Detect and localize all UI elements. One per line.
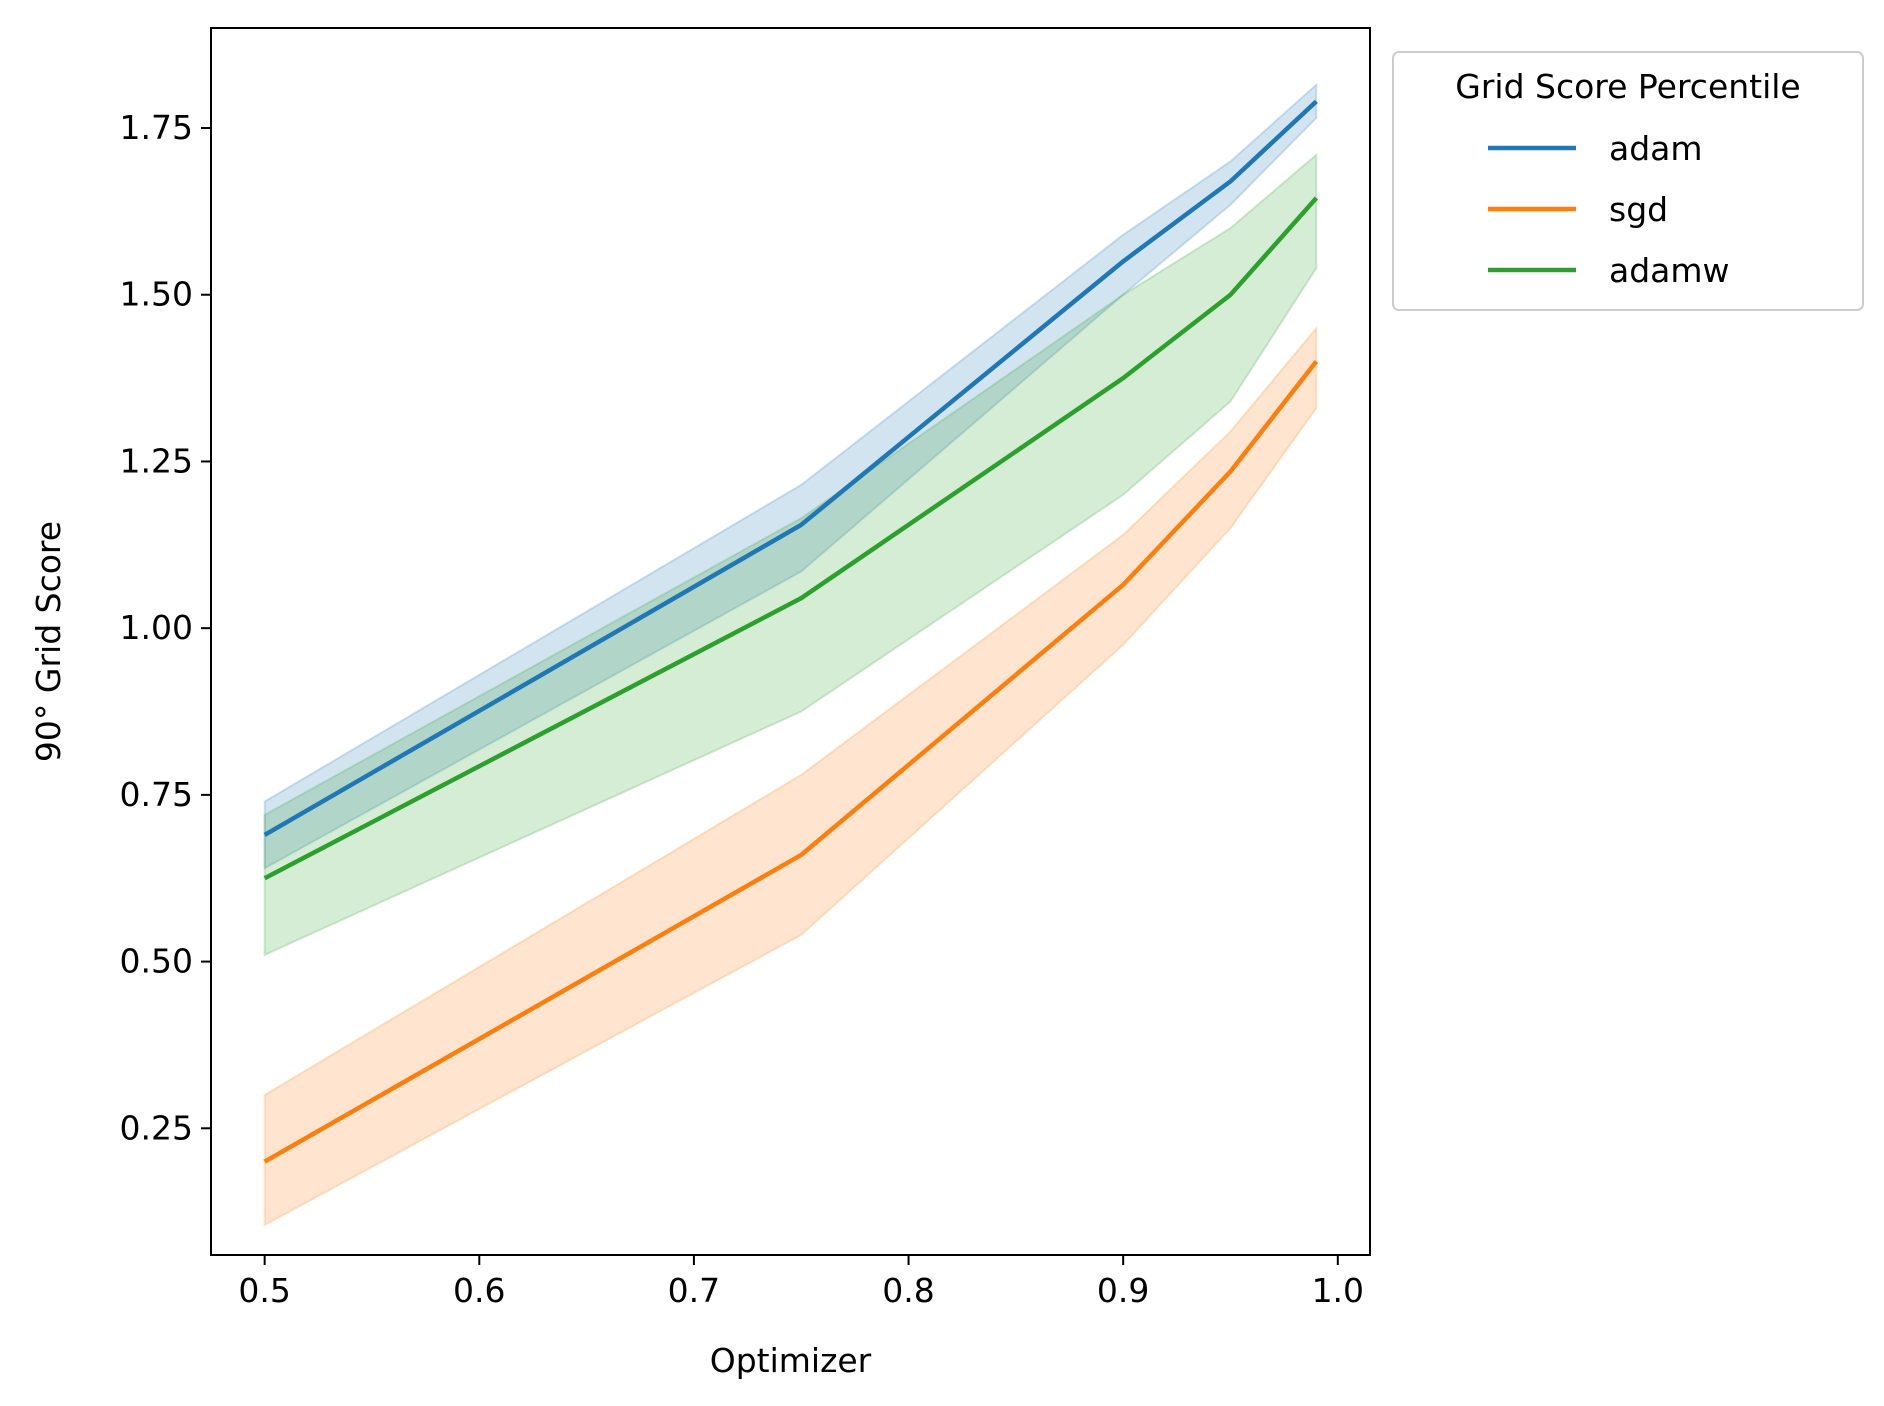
confidence-bands — [263, 82, 1318, 1227]
y-tick-label: 0.25 — [120, 1108, 193, 1147]
series-lines — [263, 99, 1319, 1164]
band-adam — [263, 82, 1318, 870]
band-adamw — [263, 152, 1318, 957]
x-axis-title: Optimizer — [710, 1341, 872, 1380]
y-axis-title: 90° Grid Score — [29, 521, 68, 762]
y-tick-label: 1.50 — [120, 275, 193, 314]
legend-label-adamw: adamw — [1609, 251, 1730, 290]
x-tick-label: 0.6 — [453, 1271, 505, 1310]
legend-title: Grid Score Percentile — [1455, 67, 1800, 106]
x-axis: 0.5 0.6 0.7 0.8 0.9 1.0 — [238, 1255, 1364, 1310]
y-tick-label: 1.00 — [120, 608, 193, 647]
legend-box — [1392, 51, 1864, 311]
x-tick-label: 0.8 — [882, 1271, 934, 1310]
x-tick-label: 0.5 — [238, 1271, 290, 1310]
y-tick-label: 0.50 — [120, 942, 193, 981]
legend-items: adam sgd adamw — [1488, 129, 1730, 290]
band-sgd — [263, 325, 1318, 1227]
plot-frame — [210, 27, 1371, 1256]
y-axis: 0.25 0.50 0.75 1.00 1.25 1.50 1.75 — [120, 108, 211, 1147]
x-tick-label: 0.7 — [668, 1271, 720, 1310]
y-tick-label: 0.75 — [120, 775, 193, 814]
legend: Grid Score Percentile adam sgd adamw — [1392, 51, 1864, 311]
y-tick-label: 1.75 — [120, 108, 193, 147]
x-tick-label: 1.0 — [1312, 1271, 1364, 1310]
legend-label-sgd: sgd — [1609, 190, 1668, 229]
y-tick-label: 1.25 — [120, 441, 193, 480]
legend-label-adam: adam — [1609, 129, 1703, 168]
x-tick-label: 0.9 — [1097, 1271, 1149, 1310]
